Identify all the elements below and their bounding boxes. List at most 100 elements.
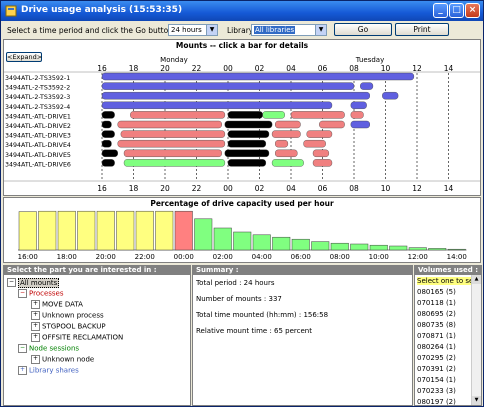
hour-tick-top: 02: [255, 64, 265, 73]
hour-tick-bottom: 22: [192, 184, 202, 193]
tree-header: Select the part you are interested in :: [3, 265, 191, 275]
expand-icon[interactable]: +: [31, 300, 40, 309]
scroll-down-icon[interactable]: ▼: [472, 396, 481, 405]
hour-label: 08:00: [330, 253, 350, 261]
mount-bar: [312, 149, 329, 158]
chevron-down-icon[interactable]: ▼: [315, 25, 326, 35]
expand-icon[interactable]: +: [31, 355, 40, 364]
mount-bar: [275, 139, 289, 148]
drive-label: 3494ATL-ATL-DRIVE6: [5, 161, 71, 168]
usage-bar: [428, 248, 447, 251]
hour-tick-top: 00: [223, 64, 233, 73]
drive-label: 3494ATL-ATL-DRIVE4: [5, 142, 71, 149]
usage-bar: [18, 211, 37, 251]
list-item[interactable]: 080735 (8): [417, 321, 456, 329]
list-item[interactable]: 080197 (2): [417, 398, 456, 406]
mount-bar: [101, 101, 333, 109]
hour-label: 02:00: [213, 253, 233, 261]
tree-item-processes[interactable]: − Processes: [18, 289, 64, 298]
list-item[interactable]: 070118 (1): [417, 299, 456, 307]
period-select[interactable]: 24 hours ▼: [168, 24, 218, 36]
usage-bar: [272, 236, 291, 251]
mount-bar: [319, 120, 345, 129]
list-item[interactable]: 070391 (2): [417, 365, 456, 373]
hour-label: 16:00: [18, 253, 38, 261]
drive-label: 3494ATL-ATL-DRIVE1: [5, 113, 71, 120]
close-button[interactable]: ×: [465, 3, 480, 18]
histogram-title: Percentage of drive capacity used per ho…: [150, 199, 334, 208]
list-item[interactable]: 080264 (1): [417, 343, 456, 351]
usage-bar: [135, 210, 154, 251]
mount-bar: [227, 130, 270, 138]
collapse-icon[interactable]: −: [18, 344, 27, 353]
app-icon: [5, 5, 17, 17]
hour-tick-bottom: 20: [160, 184, 170, 193]
scroll-up-icon[interactable]: ▲: [472, 275, 481, 284]
summary-relative-time: Relative mount time : 65 percent: [196, 327, 312, 335]
mount-bar: [227, 159, 266, 167]
expand-icon[interactable]: +: [31, 333, 40, 342]
volumes-scrollbar[interactable]: ▲ ▼: [471, 275, 481, 405]
tree-item-node[interactable]: + Unknown node: [31, 355, 95, 364]
drive-label: 3494ATL-ATL-DRIVE3: [5, 133, 71, 140]
tree-item-process[interactable]: + OFFSITE RECLAMATION: [31, 333, 124, 342]
expand-icon[interactable]: +: [31, 322, 40, 331]
minimize-button[interactable]: _: [433, 3, 448, 18]
go-button[interactable]: Go: [334, 23, 392, 36]
list-item[interactable]: 070233 (3): [417, 387, 456, 395]
tree-item-process[interactable]: + MOVE DATA: [31, 300, 83, 309]
hour-tick-top: 14: [444, 64, 454, 73]
list-item[interactable]: 070871 (1): [417, 332, 456, 340]
toolbar: Select a time period and click the Go bu…: [1, 21, 483, 39]
hour-tick-bottom: 12: [412, 184, 422, 193]
mount-bar: [117, 120, 222, 129]
expand-icon[interactable]: +: [31, 311, 40, 320]
collapse-icon[interactable]: −: [7, 278, 16, 287]
usage-bar: [330, 242, 349, 251]
tree-item-all-mounts[interactable]: − All mounts: [7, 277, 60, 288]
mount-bar: [101, 82, 355, 90]
usage-bar: [57, 210, 76, 251]
maximize-button[interactable]: □: [449, 3, 464, 18]
volumes-placeholder[interactable]: Select one to see: [417, 277, 471, 285]
tree-item-library-shares[interactable]: + Library shares: [18, 366, 79, 375]
hour-tick-top: 20: [160, 64, 170, 73]
hour-label: 06:00: [291, 253, 311, 261]
mount-bar: [120, 130, 226, 138]
mount-bar: [303, 139, 326, 148]
tree-item-node-sessions[interactable]: − Node sessions: [18, 344, 80, 353]
hour-label: 00:00: [174, 253, 194, 261]
mount-bar: [271, 130, 301, 138]
library-select[interactable]: All libraries ▼: [251, 24, 327, 36]
hour-tick-bottom: 04: [286, 184, 296, 193]
collapse-icon[interactable]: −: [18, 289, 27, 298]
mount-bar: [101, 149, 118, 158]
mount-bar: [101, 111, 115, 119]
mount-bar: [262, 111, 285, 119]
mounts-gantt[interactable]: Monday Tuesday 16 16 18 18 20 20 22 22 00 00 02 02 04 0…: [4, 40, 480, 195]
print-button[interactable]: Print: [395, 23, 449, 36]
usage-bar: [77, 210, 96, 251]
mount-bar: [101, 130, 115, 138]
tree-item-process[interactable]: + STGPOOL BACKUP: [31, 322, 106, 331]
mount-bar: [101, 139, 112, 148]
mount-bar: [130, 111, 226, 119]
hourly-usage-bars[interactable]: 16:00 18:00 20:00 22:00 00:00 02:00 04:00 06:00…: [4, 198, 480, 262]
mount-bar: [360, 82, 374, 90]
list-item[interactable]: 070154 (1): [417, 376, 456, 384]
usage-bar: [174, 210, 193, 251]
expand-button[interactable]: <Expand>: [6, 52, 43, 62]
mount-bar: [306, 130, 333, 138]
mount-bar: [350, 101, 367, 109]
chevron-down-icon[interactable]: ▼: [206, 25, 217, 35]
hour-tick-top: 06: [318, 64, 328, 73]
hour-label: 12:00: [408, 253, 428, 261]
expand-icon[interactable]: +: [18, 366, 27, 375]
list-item[interactable]: 080695 (2): [417, 310, 456, 318]
summary-mount-count: Number of mounts : 337: [196, 295, 282, 303]
list-item[interactable]: 070295 (2): [417, 354, 456, 362]
volumes-list[interactable]: Select one to see 080165 (5) 070118 (1) …: [414, 274, 482, 406]
tree-item-process[interactable]: + Unknown process: [31, 311, 104, 320]
usage-bar: [233, 231, 252, 251]
list-item[interactable]: 080165 (5): [417, 288, 456, 296]
